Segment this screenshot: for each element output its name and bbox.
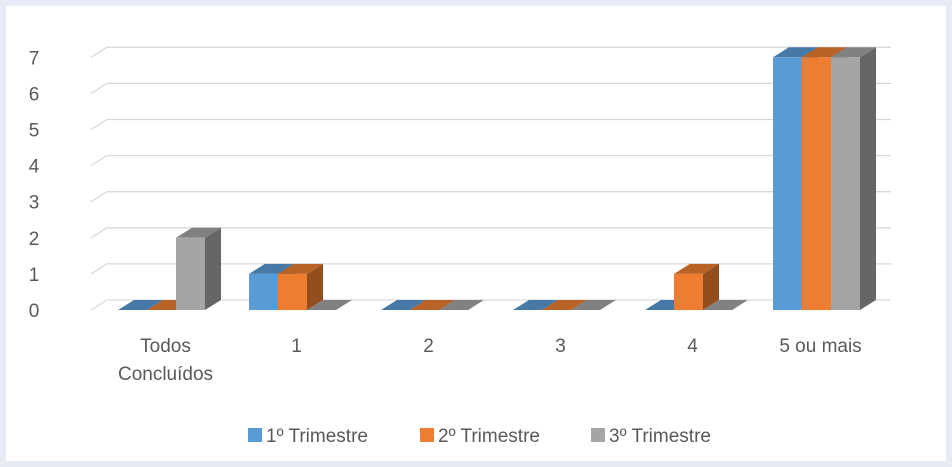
bar-2-1 [410,300,455,310]
legend: 1º Trimestre 2º Trimestre 3º Trimestre [248,426,711,447]
bar-front [831,57,860,310]
legend-swatch [248,428,262,442]
bar-front [674,273,703,310]
bar-top [831,47,876,58]
legend-label: 1º Trimestre [266,426,368,447]
gridline-5 [90,118,891,131]
bar-top [278,263,323,274]
bar-side [205,227,221,310]
chart-area: 0 1 2 3 4 5 6 7 Todos Concluídos 1 2 3 4 5 ou mais 1º… [6,6,946,461]
bar-front [278,273,307,310]
y-axis-ticks: 0 1 2 3 4 5 6 7 [29,48,40,322]
y-tick-label: 3 [29,193,40,214]
legend-item: 2º Trimestre [420,426,540,447]
bar-3-0 [513,300,558,310]
x-category-label: Concluídos [118,364,213,385]
bar-front [773,57,802,310]
gridline-1 [90,263,891,275]
x-category-label: 5 ou mais [779,336,861,357]
bar-side [307,263,323,310]
bar-top [381,300,426,310]
bar-3-1 [542,300,587,310]
legend-swatch [420,428,434,442]
gridline-2 [90,227,891,239]
bar-top [439,300,484,310]
bar-0-2 [176,227,221,310]
bar-top [571,300,616,310]
bar-top [802,47,847,58]
bar-chart: 0 1 2 3 4 5 6 7 Todos Concluídos 1 2 3 4 5 ou mais 1º… [29,46,891,447]
bar-2-2 [439,300,484,310]
bar-top [249,263,294,274]
y-tick-label: 5 [29,121,40,142]
bar-4-2 [703,300,748,310]
bar-front [802,57,831,310]
x-category-label: 2 [423,336,434,357]
bar-top [307,300,352,310]
bar-front [249,273,278,310]
bar-side [860,47,876,311]
x-category-label: Todos [140,336,191,357]
y-tick-label: 1 [29,265,40,286]
legend-swatch [591,428,605,442]
gridlines [90,46,891,311]
bar-top [176,227,221,238]
y-tick-label: 0 [29,301,40,322]
bar-top [773,47,818,58]
bar-front [176,237,205,310]
bar-top [513,300,558,310]
bar-3-2 [571,300,616,310]
bar-side [703,263,719,310]
bar-1-2 [307,300,352,310]
y-tick-label: 6 [29,84,40,105]
x-category-label: 3 [555,336,566,357]
bar-5-2 [831,47,876,311]
bar-top [118,300,163,310]
gridline-4 [90,154,891,167]
x-axis-labels: Todos Concluídos 1 2 3 4 5 ou mais [118,336,862,385]
bar-top [703,300,748,310]
legend-label: 2º Trimestre [438,426,540,447]
gridline-3 [90,191,891,203]
bar-2-0 [381,300,426,310]
bar-top [542,300,587,310]
y-tick-label: 2 [29,229,40,250]
legend-item: 1º Trimestre [248,426,368,447]
legend-item: 3º Trimestre [591,426,711,447]
bar-1-1 [278,263,323,310]
legend-label: 3º Trimestre [609,426,711,447]
x-category-label: 4 [687,336,698,357]
gridline-0 [90,299,891,311]
y-tick-label: 4 [29,157,40,178]
bar-top [410,300,455,310]
y-tick-label: 7 [29,48,40,69]
gridline-6 [90,82,891,94]
bars [118,47,876,311]
bar-4-1 [674,263,719,310]
bar-top [674,263,719,274]
bar-0-0 [118,300,163,310]
x-category-label: 1 [291,336,302,357]
gridline-7 [90,46,891,58]
